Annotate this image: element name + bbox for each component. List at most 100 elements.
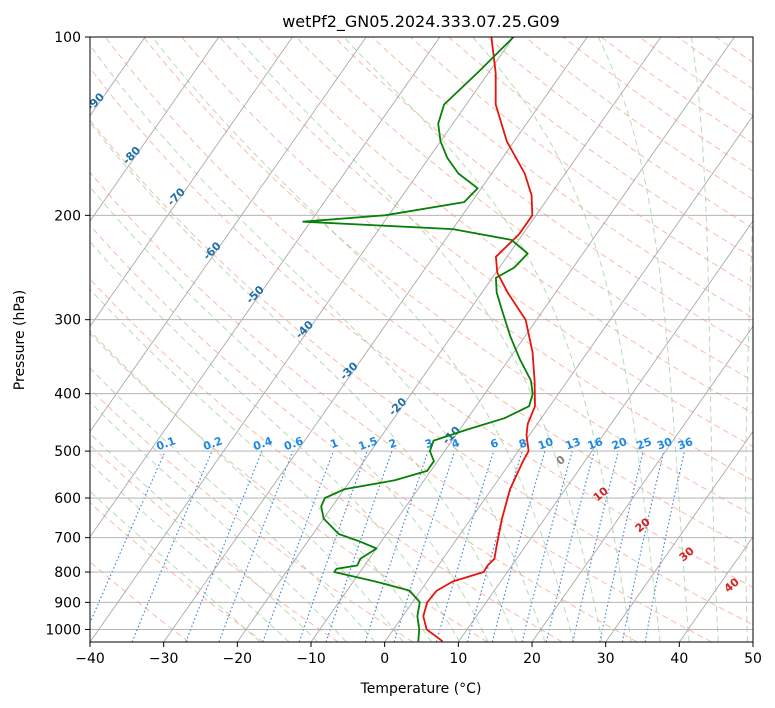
isotherm-line — [90, 37, 441, 538]
mixing-ratio-line — [599, 450, 644, 642]
temperature-profile-line — [422, 37, 536, 642]
isotherm-line — [678, 535, 753, 642]
mixing-ratio-label: 4 — [450, 436, 462, 451]
mixing-ratio-line — [325, 450, 393, 642]
dry-adiabat-line — [104, 37, 753, 552]
mixing-ratio-line — [262, 450, 334, 642]
moist-adiabat-line — [90, 121, 517, 642]
mixing-ratio-label: 3 — [423, 436, 435, 451]
grid-layer — [90, 37, 753, 642]
y-tick-label: 900 — [54, 595, 81, 611]
mixing-ratio-line — [364, 450, 429, 642]
mixing-ratio-line — [90, 450, 166, 625]
mixing-ratio-label: 10 — [536, 435, 555, 453]
isotherm-line — [531, 325, 753, 642]
mixing-ratio-line — [435, 450, 495, 642]
y-axis-label: Pressure (hPa) — [12, 290, 28, 390]
moist-adiabat-line — [151, 37, 575, 642]
dry-adiabat-line — [90, 67, 753, 588]
mixing-ratio-label: 16 — [586, 435, 605, 453]
mixing-ratio-line — [218, 450, 294, 642]
mixing-ratio-label: 13 — [564, 435, 583, 452]
mixing-ratio-line — [521, 450, 573, 642]
x-tick-label: 20 — [523, 651, 541, 667]
moist-adiabat-line — [343, 37, 632, 642]
mixing-ratio-label: 0.4 — [251, 434, 274, 453]
dry-adiabat-line — [90, 278, 563, 642]
moist-adiabat-line — [90, 44, 546, 642]
isotherm-line — [384, 115, 753, 642]
mixing-ratio-line — [572, 450, 620, 642]
axes-layer: −40 −30 −20 −10 0 10 20 30 40 50 1000 900 800 700 600 5… — [45, 30, 762, 667]
isotherm-line — [163, 37, 588, 642]
dry-adiabat-line — [219, 37, 753, 448]
isotherm-line — [90, 37, 514, 642]
moist-adiabat-line — [90, 241, 461, 642]
y-tick-label: 300 — [54, 313, 81, 329]
mixing-ratio-label: 36 — [676, 435, 695, 453]
y-tick-label: 600 — [54, 491, 81, 507]
moist-adiabat-line — [90, 186, 489, 642]
series-layer — [302, 37, 536, 642]
x-tick-label: 10 — [449, 651, 467, 667]
x-tick-label: −10 — [296, 651, 326, 667]
dry-adiabat-line — [90, 119, 753, 626]
dry-adiabat-line — [143, 37, 753, 516]
moist-adiabat-line — [472, 37, 661, 642]
mixing-ratio-line — [131, 450, 213, 642]
dry-adiabat-line — [295, 37, 753, 382]
y-tick-label: 1000 — [45, 622, 81, 638]
x-tick-label: 30 — [597, 651, 615, 667]
mixing-ratio-label: 20 — [610, 435, 629, 453]
moist-adiabat-line — [597, 37, 690, 642]
mixing-ratio-label: 2 — [387, 436, 399, 451]
x-tick-label: 50 — [744, 651, 762, 667]
x-tick-label: 0 — [380, 651, 389, 667]
x-axis-label: Temperature (°C) — [360, 681, 482, 697]
moist-adiabat-line — [90, 432, 319, 642]
moist-adiabat-line — [236, 37, 603, 642]
mixing-ratio-label: 1.5 — [357, 434, 380, 453]
moist-adiabat-line — [90, 490, 261, 642]
dewpoint-profile-line — [302, 37, 534, 642]
isotherm-line — [605, 430, 753, 642]
moist-adiabat-line — [690, 37, 719, 642]
moist-adiabat-line — [90, 367, 376, 642]
x-tick-label: −20 — [223, 651, 253, 667]
mixing-ratio-line — [298, 450, 368, 642]
y-tick-label: 400 — [54, 387, 81, 403]
moist-adiabat-line — [90, 330, 404, 642]
mixing-ratio-label: 8 — [517, 436, 529, 451]
isotherm-line — [90, 37, 220, 222]
isotherm-line — [90, 37, 367, 433]
isotherm-line — [310, 37, 735, 642]
mixing-ratio-label: 0.6 — [282, 434, 305, 453]
isopleth-labels: -100-90-80-70-60-50-40-30-20-10010203040… — [90, 90, 742, 595]
y-tick-label: 800 — [54, 565, 81, 581]
mixing-ratio-line — [185, 450, 263, 642]
mixing-ratio-label: 0.2 — [201, 434, 224, 453]
isotherm-line — [236, 37, 662, 642]
chart-title: wetPf2_GN05.2024.333.07.25.G09 — [282, 12, 560, 32]
moist-adiabat-line — [745, 198, 753, 642]
mixing-ratio-label: 6 — [489, 436, 501, 451]
dry-adiabat-line — [410, 37, 753, 289]
dry-adiabat-line — [90, 332, 488, 642]
y-tick-label: 500 — [54, 444, 81, 460]
y-tick-label: 700 — [54, 531, 81, 547]
dry-adiabat-line — [257, 37, 753, 414]
isotherm-line — [457, 220, 753, 642]
x-tick-label: −30 — [149, 651, 179, 667]
y-tick-label: 200 — [54, 208, 81, 224]
mixing-ratio-label: 30 — [655, 435, 674, 453]
mixing-ratio-line — [545, 450, 595, 642]
mixing-ratio-label: 25 — [635, 435, 654, 452]
x-tick-label: −40 — [75, 651, 105, 667]
moist-adiabat-line — [90, 462, 290, 642]
mixing-ratio-label: 0.1 — [155, 434, 178, 453]
dry-adiabat-line — [90, 171, 712, 642]
isotherm-line — [90, 37, 293, 328]
y-tick-label: 100 — [54, 30, 81, 46]
